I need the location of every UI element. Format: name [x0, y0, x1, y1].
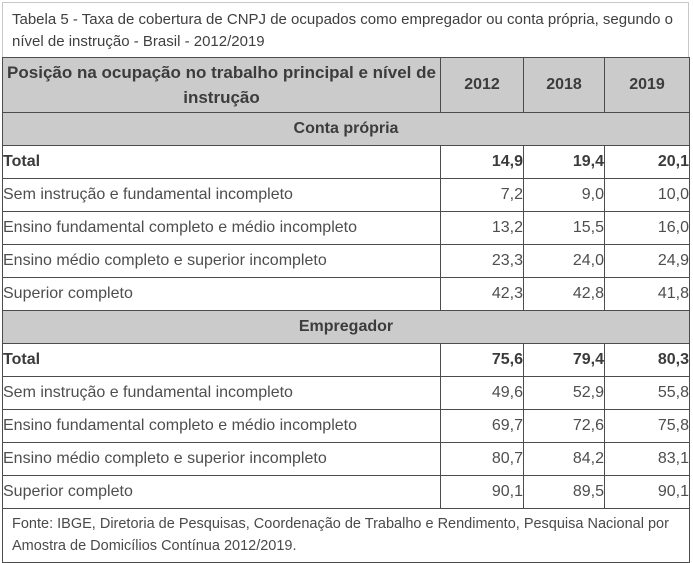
cell-2018: 84,2: [523, 442, 605, 476]
table-row: Ensino fundamental completo e médio inco…: [2, 409, 690, 443]
cell-2019: 10,0: [604, 178, 690, 212]
section-band-conta-propria: Conta própria: [2, 112, 690, 146]
cell-2018: 9,0: [523, 178, 605, 212]
cell-2012: 80,7: [440, 442, 524, 476]
row-label: Ensino médio completo e superior incompl…: [2, 442, 441, 476]
table-row: Total 14,9 19,4 20,1: [2, 145, 690, 179]
cell-2018: 72,6: [523, 409, 605, 443]
row-label: Ensino médio completo e superior incompl…: [2, 244, 441, 278]
row-label: Ensino fundamental completo e médio inco…: [2, 211, 441, 245]
cell-2012: 13,2: [440, 211, 524, 245]
cell-2019: 83,1: [604, 442, 690, 476]
table-row: Sem instrução e fundamental incompleto 7…: [2, 178, 690, 212]
table-row: Ensino médio completo e superior incompl…: [2, 244, 690, 278]
header-year-2019: 2019: [604, 57, 690, 113]
cell-2012: 75,6: [440, 343, 524, 377]
cell-2018: 42,8: [523, 277, 605, 311]
table-row: Superior completo 42,3 42,8 41,8: [2, 277, 690, 311]
table-row: Ensino médio completo e superior incompl…: [2, 442, 690, 476]
source-note: Fonte: IBGE, Diretoria de Pesquisas, Coo…: [2, 508, 690, 563]
table-row: Superior completo 90,1 89,5 90,1: [2, 475, 690, 509]
cell-2012: 90,1: [440, 475, 524, 509]
cell-2019: 80,3: [604, 343, 690, 377]
cell-2018: 24,0: [523, 244, 605, 278]
table-row: Sem instrução e fundamental incompleto 4…: [2, 376, 690, 410]
header-year-2012: 2012: [440, 57, 524, 113]
cell-2012: 14,9: [440, 145, 524, 179]
cell-2019: 16,0: [604, 211, 690, 245]
cell-2012: 7,2: [440, 178, 524, 212]
cell-2019: 55,8: [604, 376, 690, 410]
source-row: Fonte: IBGE, Diretoria de Pesquisas, Coo…: [2, 508, 690, 563]
header-row: Posição na ocupação no trabalho principa…: [2, 57, 690, 113]
cell-2019: 90,1: [604, 475, 690, 509]
cell-2018: 19,4: [523, 145, 605, 179]
cell-2012: 49,6: [440, 376, 524, 410]
header-year-2018: 2018: [523, 57, 605, 113]
section-band-empregador: Empregador: [2, 310, 690, 344]
row-label: Superior completo: [2, 277, 441, 311]
table-row: Ensino fundamental completo e médio inco…: [2, 211, 690, 245]
cell-2019: 41,8: [604, 277, 690, 311]
cell-2018: 89,5: [523, 475, 605, 509]
table-caption: Tabela 5 - Taxa de cobertura de CNPJ de …: [2, 2, 689, 57]
cell-2012: 23,3: [440, 244, 524, 278]
cell-2019: 75,8: [604, 409, 690, 443]
row-label: Sem instrução e fundamental incompleto: [2, 376, 441, 410]
table-row: Total 75,6 79,4 80,3: [2, 343, 690, 377]
cell-2018: 15,5: [523, 211, 605, 245]
section-title: Empregador: [2, 310, 690, 344]
row-label: Sem instrução e fundamental incompleto: [2, 178, 441, 212]
data-table: Posição na ocupação no trabalho principa…: [2, 57, 690, 563]
cell-2018: 79,4: [523, 343, 605, 377]
row-label: Superior completo: [2, 475, 441, 509]
cell-2012: 69,7: [440, 409, 524, 443]
cell-2018: 52,9: [523, 376, 605, 410]
cell-2012: 42,3: [440, 277, 524, 311]
cell-2019: 20,1: [604, 145, 690, 179]
section-title: Conta própria: [2, 112, 690, 146]
row-label: Total: [2, 145, 441, 179]
header-label: Posição na ocupação no trabalho principa…: [2, 57, 441, 113]
row-label: Ensino fundamental completo e médio inco…: [2, 409, 441, 443]
cell-2019: 24,9: [604, 244, 690, 278]
row-label: Total: [2, 343, 441, 377]
